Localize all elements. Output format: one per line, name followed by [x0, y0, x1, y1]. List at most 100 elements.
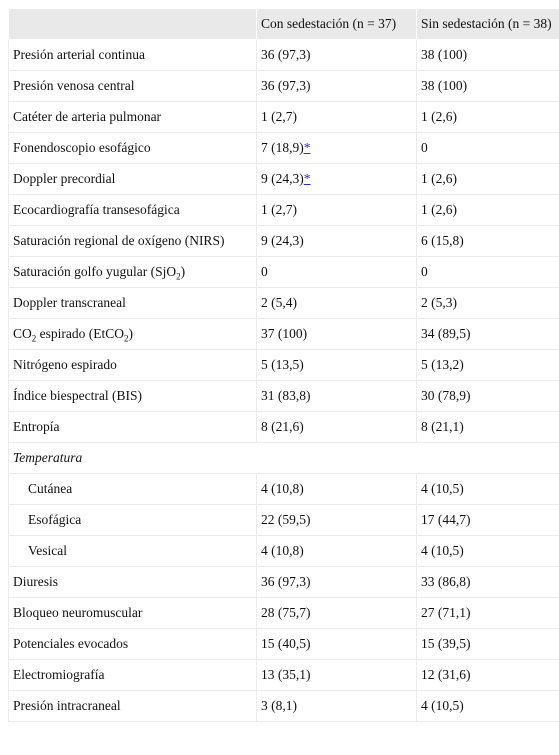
- group-label: Temperatura: [8, 442, 559, 474]
- value-cell: 4 (10,8): [256, 473, 417, 505]
- value-text: 8 (21,6): [261, 419, 304, 434]
- table-row: Saturación regional de oxígeno (NIRS) 9 (…: [8, 225, 559, 257]
- value-cell: 4 (10,8): [256, 535, 417, 567]
- value-text: 2 (5,3): [421, 295, 457, 310]
- value-cell: 33 (86,8): [416, 566, 559, 598]
- value-cell: 0: [416, 256, 559, 288]
- value-text: 31 (83,8): [261, 388, 311, 403]
- table-row: Catéter de arteria pulmonar 1 (2,7) 1 (2,6…: [8, 101, 559, 133]
- table-row: Diuresis 36 (97,3) 33 (86,8): [8, 566, 559, 598]
- value-text: 34 (89,5): [421, 326, 471, 341]
- value-cell: 2 (5,4): [256, 287, 417, 319]
- value-text: 8 (21,1): [421, 419, 464, 434]
- label-text: CO: [13, 326, 32, 341]
- label-text: Saturación golfo yugular (SjO: [13, 264, 177, 279]
- row-label: Catéter de arteria pulmonar: [8, 101, 257, 133]
- table-row: Entropía 8 (21,6) 8 (21,1): [8, 411, 559, 443]
- label-text: ): [128, 326, 134, 341]
- row-label: Ecocardiografía transesofágica: [8, 194, 257, 226]
- value-cell: 38 (100): [416, 39, 559, 71]
- value-text: 17 (44,7): [421, 512, 471, 527]
- value-cell: 2 (5,3): [416, 287, 559, 319]
- header-cell: Sin sedestación (n = 38): [416, 8, 559, 40]
- value-text: 5 (13,2): [421, 357, 464, 372]
- value-cell: 15 (40,5): [256, 628, 417, 660]
- table-row: Doppler precordial 9 (24,3)* 1 (2,6): [8, 163, 559, 195]
- value-text: 15 (39,5): [421, 636, 471, 651]
- table-body: Presión arterial continua 36 (97,3) 38 (10…: [8, 39, 559, 722]
- value-cell: 4 (10,5): [416, 535, 559, 567]
- table-row: Presión arterial continua 36 (97,3) 38 (10…: [8, 39, 559, 71]
- value-text: 5 (13,5): [261, 357, 304, 372]
- table-row: Saturación golfo yugular (SjO2) 0 0: [8, 256, 559, 288]
- value-cell: 30 (78,9): [416, 380, 559, 412]
- table-row: Temperatura: [8, 442, 559, 474]
- value-cell: 7 (18,9)*: [256, 132, 417, 164]
- value-cell: 22 (59,5): [256, 504, 417, 536]
- row-label: Electromiografía: [8, 659, 257, 691]
- value-cell: 28 (75,7): [256, 597, 417, 629]
- row-label: Diuresis: [8, 566, 257, 598]
- table-row: Índice biespectral (BIS) 31 (83,8) 30 (78,…: [8, 380, 559, 412]
- value-text: 38 (100): [421, 47, 468, 62]
- value-text: 1 (2,6): [421, 171, 457, 186]
- footnote-link[interactable]: *: [303, 171, 311, 186]
- value-cell: 36 (97,3): [256, 70, 417, 102]
- value-text: 0: [421, 140, 428, 155]
- value-text: 0: [421, 264, 428, 279]
- value-cell: 38 (100): [416, 70, 559, 102]
- value-cell: 13 (35,1): [256, 659, 417, 691]
- footnote-link[interactable]: *: [303, 140, 311, 155]
- value-text: 36 (97,3): [261, 78, 311, 93]
- value-text: 7 (18,9): [261, 140, 304, 155]
- value-text: 1 (2,6): [421, 109, 457, 124]
- value-cell: 36 (97,3): [256, 566, 417, 598]
- value-cell: 0: [256, 256, 417, 288]
- value-cell: 4 (10,5): [416, 473, 559, 505]
- row-label: Presión arterial continua: [8, 39, 257, 71]
- table-row: Nitrógeno espirado 5 (13,5) 5 (13,2): [8, 349, 559, 381]
- row-label: Esofágica: [8, 504, 257, 536]
- value-text: 4 (10,8): [261, 543, 304, 558]
- value-text: 0: [261, 264, 268, 279]
- value-text: 9 (24,3): [261, 171, 304, 186]
- label-text: ): [180, 264, 186, 279]
- label-text: espirado (EtCO: [36, 326, 124, 341]
- header-row: Con sedestación (n = 37) Sin sedestación…: [8, 8, 559, 40]
- value-cell: 8 (21,6): [256, 411, 417, 443]
- value-text: 4 (10,5): [421, 481, 464, 496]
- value-cell: 1 (2,7): [256, 194, 417, 226]
- value-cell: 5 (13,5): [256, 349, 417, 381]
- table-row: Cutánea 4 (10,8) 4 (10,5): [8, 473, 559, 505]
- row-label: Doppler precordial: [8, 163, 257, 195]
- row-label: Fonendoscopio esofágico: [8, 132, 257, 164]
- row-label: Saturación golfo yugular (SjO2): [8, 256, 257, 288]
- value-text: 15 (40,5): [261, 636, 311, 651]
- header-cell: Con sedestación (n = 37): [256, 8, 417, 40]
- value-cell: 34 (89,5): [416, 318, 559, 350]
- row-label: Cutánea: [8, 473, 257, 505]
- table-row: Presión venosa central 36 (97,3) 38 (100): [8, 70, 559, 102]
- value-cell: 0: [416, 132, 559, 164]
- table-row: Doppler transcraneal 2 (5,4) 2 (5,3): [8, 287, 559, 319]
- row-label: Entropía: [8, 411, 257, 443]
- row-label: CO2 espirado (EtCO2): [8, 318, 257, 350]
- row-label: Potenciales evocados: [8, 628, 257, 660]
- row-label: Presión intracraneal: [8, 690, 257, 722]
- value-cell: 9 (24,3)*: [256, 163, 417, 195]
- value-text: 4 (10,5): [421, 698, 464, 713]
- row-label: Índice biespectral (BIS): [8, 380, 257, 412]
- value-text: 1 (2,6): [421, 202, 457, 217]
- table-row: Ecocardiografía transesofágica 1 (2,7) 1 (…: [8, 194, 559, 226]
- header-cell: [8, 8, 257, 40]
- value-cell: 31 (83,8): [256, 380, 417, 412]
- data-table: Con sedestación (n = 37) Sin sedestación…: [8, 8, 559, 722]
- value-text: 4 (10,5): [421, 543, 464, 558]
- value-text: 1 (2,7): [261, 109, 297, 124]
- value-cell: 1 (2,7): [256, 101, 417, 133]
- value-text: 28 (75,7): [261, 605, 311, 620]
- value-cell: 1 (2,6): [416, 194, 559, 226]
- value-cell: 1 (2,6): [416, 101, 559, 133]
- table-row: Fonendoscopio esofágico 7 (18,9)* 0: [8, 132, 559, 164]
